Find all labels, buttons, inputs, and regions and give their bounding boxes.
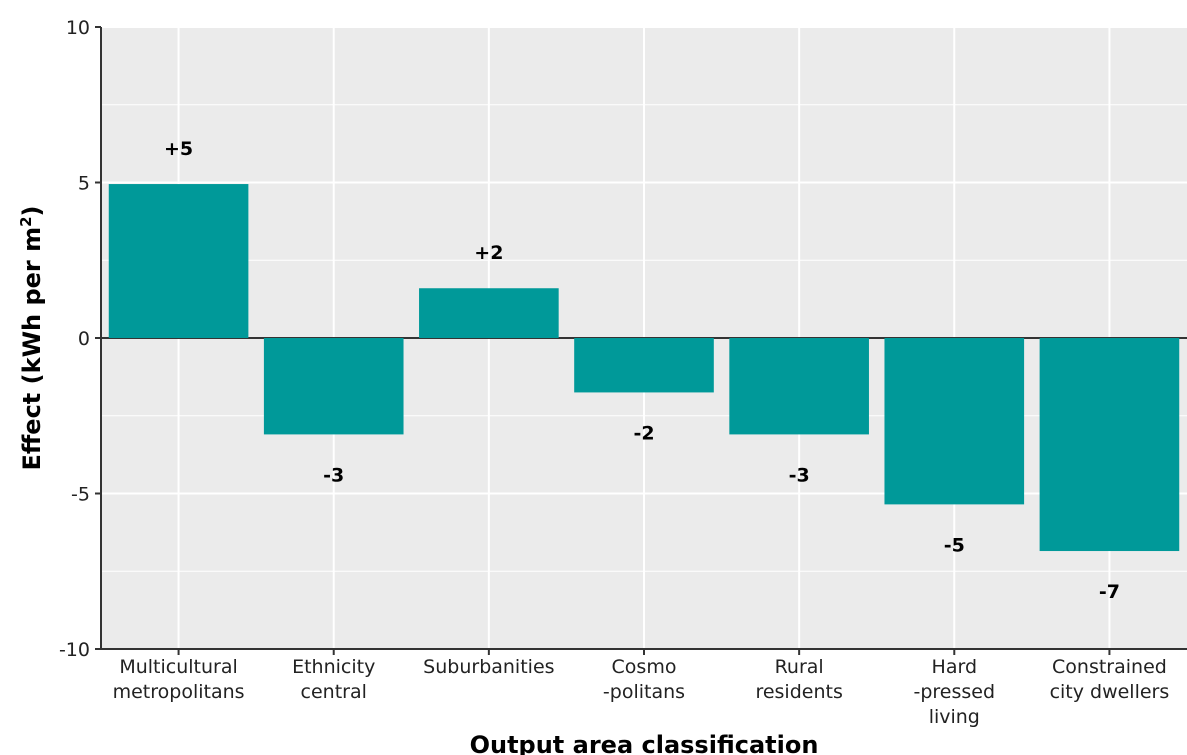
x-tick-label: Hard -pressed living — [914, 656, 996, 728]
bar — [574, 338, 714, 393]
y-tick-label: -10 — [59, 639, 90, 661]
data-label: +5 — [164, 138, 193, 160]
bar — [884, 338, 1025, 505]
y-tick-label: 0 — [78, 328, 90, 350]
x-tick-label: Constrained city dwellers — [1050, 656, 1170, 703]
x-tick-label: Ethnicity central — [292, 656, 375, 703]
y-tick-label: 5 — [78, 173, 90, 195]
y-tick-label: -5 — [71, 484, 90, 506]
bar — [108, 184, 249, 338]
bar — [263, 338, 404, 435]
bars — [108, 184, 1180, 552]
data-label: -3 — [789, 464, 810, 486]
data-label: -7 — [1099, 581, 1120, 603]
y-axis-title-main: Effect (kWh per m — [18, 227, 46, 471]
x-tick-label: Cosmo -politans — [603, 656, 685, 703]
x-axis-title: Output area classification — [470, 731, 819, 755]
y-axis-title-suffix: ) — [18, 205, 46, 216]
x-tick-label: Suburbanities — [423, 656, 554, 678]
x-tick-label: Multicultural metropolitans — [113, 656, 245, 703]
y-axis-title: Effect (kWh per m2) — [17, 205, 46, 470]
bar — [419, 288, 559, 338]
data-label: -2 — [633, 422, 654, 444]
bar — [729, 338, 869, 435]
y-axis-title-superscript: 2 — [17, 216, 35, 226]
data-label: -3 — [323, 464, 344, 486]
y-axis-ticks: 10 5 0 -5 -10 — [59, 17, 101, 661]
x-tick-label: Rural residents — [755, 656, 842, 703]
x-axis-ticks: Multicultural metropolitans Ethnicity centr… — [113, 649, 1170, 728]
data-labels: +5 -3 +2 -2 -3 -5 -7 — [164, 138, 1120, 603]
bar — [1039, 338, 1180, 552]
data-label: +2 — [474, 242, 503, 264]
data-label: -5 — [944, 534, 965, 556]
y-tick-label: 10 — [66, 17, 90, 39]
